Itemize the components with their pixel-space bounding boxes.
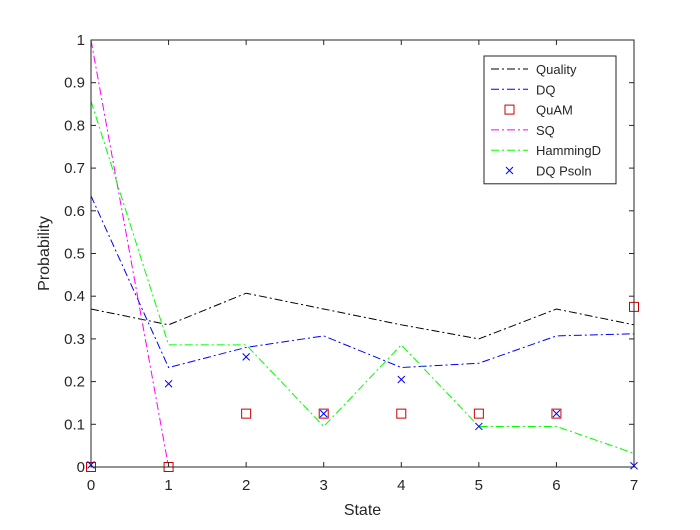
data-point-x (319, 409, 328, 418)
data-point-square (396, 408, 407, 419)
data-point-square (473, 408, 484, 419)
data-point-square (551, 408, 562, 419)
legend-label: Quality (536, 62, 577, 77)
series-hammingd (90, 100, 635, 454)
y-tick-label: 0.4 (64, 288, 85, 305)
legend-label: HammingD (536, 143, 601, 158)
data-point-x (242, 352, 250, 361)
y-tick-label: 0.9 (64, 75, 85, 92)
data-point-x (552, 409, 561, 418)
legend-item: Quality (491, 62, 577, 77)
x-axis-label: State (344, 502, 381, 519)
legend-item: DQ Psoln (505, 164, 592, 179)
legend-x-marker (505, 166, 514, 175)
data-point-square (318, 408, 329, 419)
y-tick-label: 0.3 (64, 331, 85, 348)
legend-label: DQ (536, 82, 556, 97)
legend-item: SQ (491, 123, 555, 138)
y-tick-label: 0.1 (64, 416, 85, 433)
legend-square-marker (504, 104, 515, 115)
data-point-square (241, 408, 252, 419)
y-axis-label: Probability (36, 216, 53, 291)
legend-box (483, 55, 617, 185)
x-tick-label: 2 (242, 477, 250, 494)
y-tick-label: 0.8 (64, 117, 85, 134)
legend-item: QuAM (504, 103, 573, 118)
series-line (90, 292, 635, 340)
y-tick-label: 0.5 (64, 246, 85, 263)
data-point-x (397, 375, 406, 384)
x-tick-label: 0 (87, 477, 95, 494)
y-tick-label: 1 (77, 32, 85, 49)
x-tick-label: 7 (630, 477, 638, 494)
legend-label: SQ (536, 123, 555, 138)
y-tick-label: 0.6 (64, 203, 85, 220)
x-tick-label: 6 (552, 477, 560, 494)
legend-item: DQ (491, 82, 556, 97)
data-point-x (164, 379, 173, 388)
x-tick-label: 5 (475, 477, 483, 494)
y-tick-label: 0.2 (64, 374, 85, 391)
legend-label: DQ Psoln (536, 164, 592, 179)
y-tick-label: 0 (77, 459, 85, 476)
data-point-x (475, 422, 483, 431)
x-tick-label: 4 (397, 477, 405, 494)
legend-label: QuAM (536, 103, 573, 118)
x-tick-label: 1 (164, 477, 172, 494)
y-tick-label: 0.7 (64, 160, 85, 177)
series-quality (90, 292, 635, 340)
series-dq (90, 195, 635, 369)
series-line (90, 100, 635, 454)
legend-item: HammingD (491, 143, 601, 158)
series-line (90, 195, 635, 369)
x-tick-label: 3 (320, 477, 328, 494)
